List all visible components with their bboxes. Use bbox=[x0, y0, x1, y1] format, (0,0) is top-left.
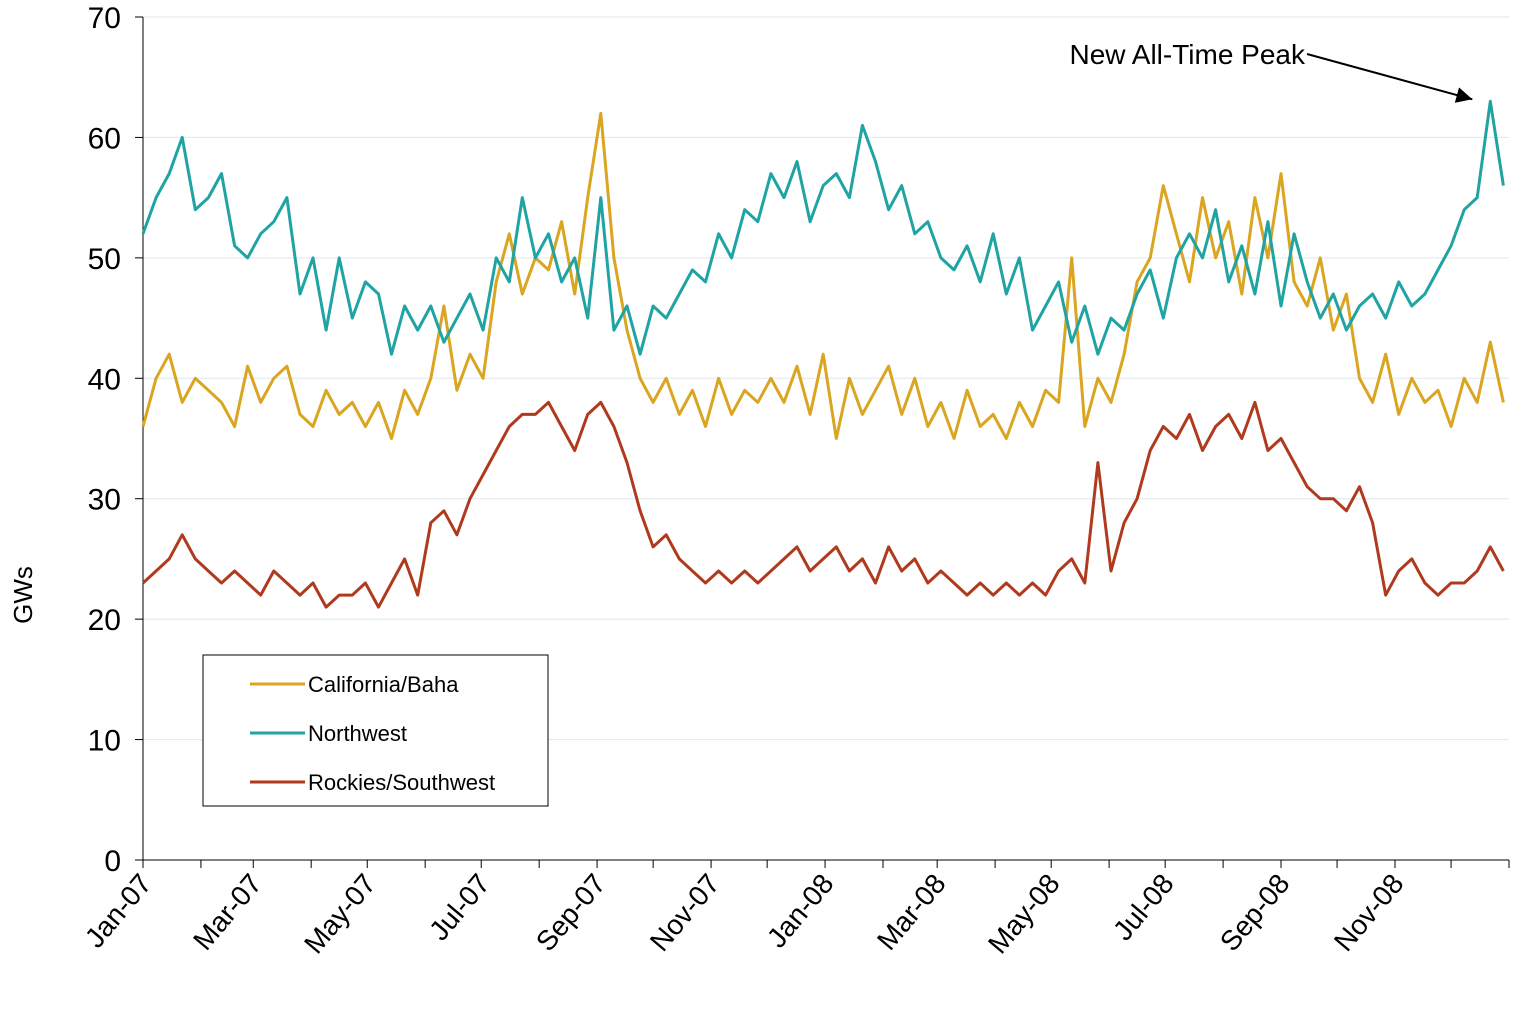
y-tick-label: 0 bbox=[104, 845, 121, 878]
y-tick-label: 20 bbox=[88, 604, 121, 637]
x-tick-label: Nov-08 bbox=[1328, 868, 1410, 957]
series-line bbox=[141, 99, 1505, 356]
y-tick-label: 50 bbox=[88, 243, 121, 276]
y-tick-label: 70 bbox=[88, 2, 121, 35]
annotation: New All-Time Peak bbox=[1070, 39, 1306, 70]
x-tick-label: Jan-08 bbox=[761, 868, 840, 954]
x-tick-label: Sep-07 bbox=[530, 868, 612, 957]
x-tick-label: Jul-08 bbox=[1107, 868, 1180, 946]
x-tick-label: Jan-07 bbox=[79, 868, 158, 954]
series-line bbox=[141, 111, 1505, 440]
legend-label: Northwest bbox=[308, 721, 407, 746]
x-tick-label: Mar-07 bbox=[187, 868, 268, 956]
legend-label: Rockies/Southwest bbox=[308, 770, 495, 795]
x-tick-label: Jul-07 bbox=[423, 868, 496, 946]
y-tick-label: 40 bbox=[88, 363, 121, 396]
x-tick-label: May-07 bbox=[298, 868, 382, 959]
y-tick-label: 60 bbox=[88, 122, 121, 155]
x-tick-label: Sep-08 bbox=[1214, 868, 1296, 957]
x-tick-label: Mar-08 bbox=[871, 868, 952, 956]
x-tick-label: Nov-07 bbox=[644, 868, 726, 957]
legend-label: California/Baha bbox=[308, 672, 459, 697]
y-tick-label: 30 bbox=[88, 484, 121, 517]
annotation-arrow bbox=[1306, 53, 1473, 103]
y-tick-label: 10 bbox=[88, 725, 121, 758]
series-line bbox=[141, 400, 1505, 609]
y-axis-label: GWs bbox=[8, 566, 38, 624]
x-tick-label: May-08 bbox=[982, 868, 1066, 959]
